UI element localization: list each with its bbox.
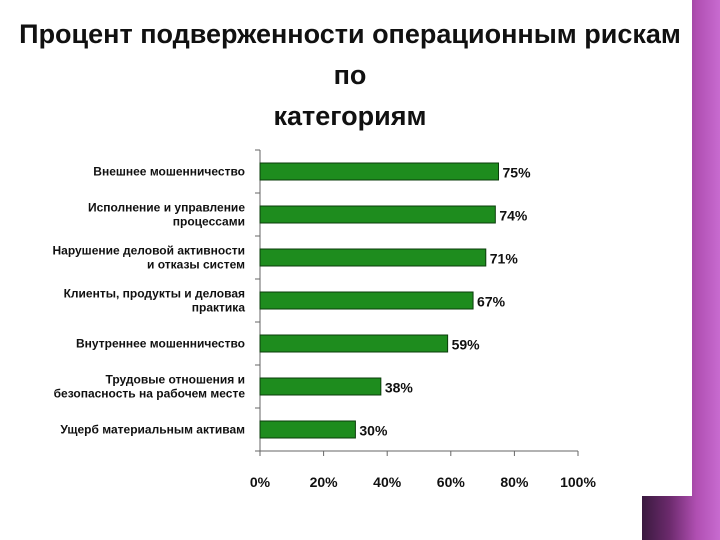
category-label: практика xyxy=(192,301,246,315)
category-label: и отказы систем xyxy=(147,258,245,272)
bar xyxy=(259,420,356,439)
value-label: 74% xyxy=(499,208,528,224)
category-label: Клиенты, продукты и деловая xyxy=(64,287,245,301)
band-notch xyxy=(642,0,692,18)
category-label: Ущерб материальным активам xyxy=(60,423,245,437)
value-label: 71% xyxy=(490,251,519,267)
bar xyxy=(259,162,499,181)
title-line-1: Процент подверженности операционным риск… xyxy=(19,19,681,90)
bar xyxy=(259,205,496,224)
title-line-2: категориям xyxy=(273,101,427,131)
x-tick-label: 20% xyxy=(310,474,339,490)
category-label: Исполнение и управление xyxy=(88,201,245,215)
slide-title: Процент подверженности операционным риск… xyxy=(0,14,700,137)
bar xyxy=(259,248,487,267)
category-label: безопасность на рабочем месте xyxy=(54,387,246,401)
bar xyxy=(259,334,449,353)
value-label: 59% xyxy=(452,337,481,353)
value-label: 75% xyxy=(503,165,532,181)
category-label: Трудовые отношения и xyxy=(106,373,246,387)
x-tick-label: 60% xyxy=(437,474,466,490)
bar xyxy=(259,377,382,396)
x-tick-label: 80% xyxy=(500,474,529,490)
category-label: процессами xyxy=(173,215,245,229)
category-label: Внешнее мошенничество xyxy=(93,165,245,179)
category-label: Нарушение деловой активности xyxy=(53,244,246,258)
x-tick-label: 100% xyxy=(560,474,596,490)
value-label: 67% xyxy=(477,294,506,310)
value-label: 38% xyxy=(385,380,414,396)
value-label: 30% xyxy=(359,423,388,439)
x-tick-label: 40% xyxy=(373,474,402,490)
x-tick-label: 0% xyxy=(250,474,271,490)
bar xyxy=(259,291,474,310)
category-label: Внутреннее мошенничество xyxy=(76,337,245,351)
